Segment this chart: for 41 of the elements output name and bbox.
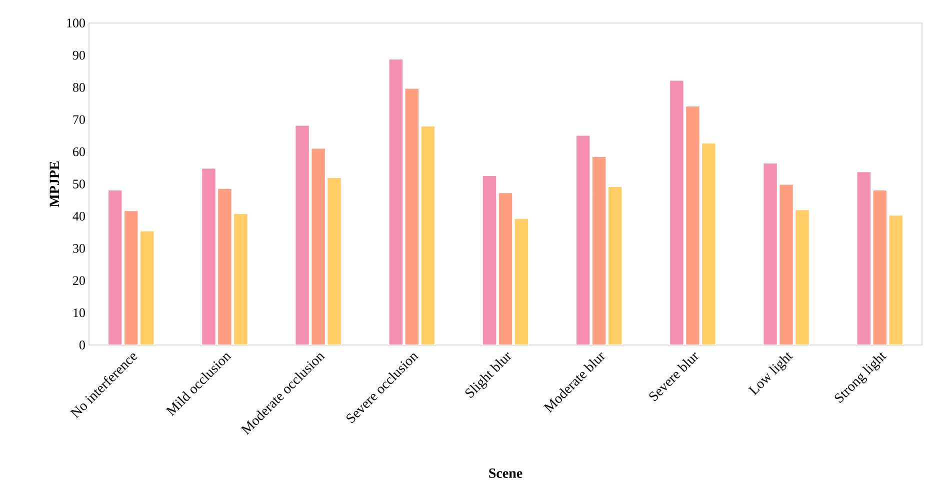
bar xyxy=(201,168,216,345)
bar xyxy=(388,58,404,345)
bar xyxy=(576,134,590,345)
x-tick-label: Low light xyxy=(748,352,793,396)
bar xyxy=(888,214,904,345)
x-axis-title: Scene xyxy=(489,468,522,478)
y-tick-label: 0 xyxy=(79,340,85,350)
bar xyxy=(514,218,529,345)
y-tick-label: 40 xyxy=(72,212,85,221)
y-tick-label: 70 xyxy=(73,115,85,124)
y-tick-label: 100 xyxy=(67,18,85,28)
bar xyxy=(404,88,420,345)
bar xyxy=(140,230,155,345)
y-tick-label: 20 xyxy=(73,276,85,285)
bar xyxy=(608,186,622,345)
bar xyxy=(294,124,310,345)
y-tick-label: 60 xyxy=(73,147,85,156)
y-tick-label: 30 xyxy=(73,244,85,253)
bar xyxy=(217,188,232,345)
bar xyxy=(233,213,248,345)
y-tick-label: 80 xyxy=(72,83,85,92)
y-tick-label: 50 xyxy=(73,180,85,188)
y-tick-label: 10 xyxy=(74,308,85,318)
bar xyxy=(108,190,123,345)
bar xyxy=(326,177,342,345)
bar xyxy=(482,175,497,345)
bar xyxy=(420,126,436,345)
bar xyxy=(592,156,606,345)
bar xyxy=(498,192,513,345)
bar xyxy=(669,80,684,345)
bar xyxy=(872,190,888,345)
y-tick-label: 90 xyxy=(72,50,85,60)
y-axis-title: MPJPE xyxy=(50,161,60,208)
bar xyxy=(762,162,778,345)
bar xyxy=(124,210,139,345)
bar xyxy=(310,148,326,345)
bar xyxy=(794,209,810,345)
bar xyxy=(778,184,794,345)
bar xyxy=(701,142,716,345)
bar xyxy=(856,171,872,345)
bar xyxy=(685,106,700,345)
